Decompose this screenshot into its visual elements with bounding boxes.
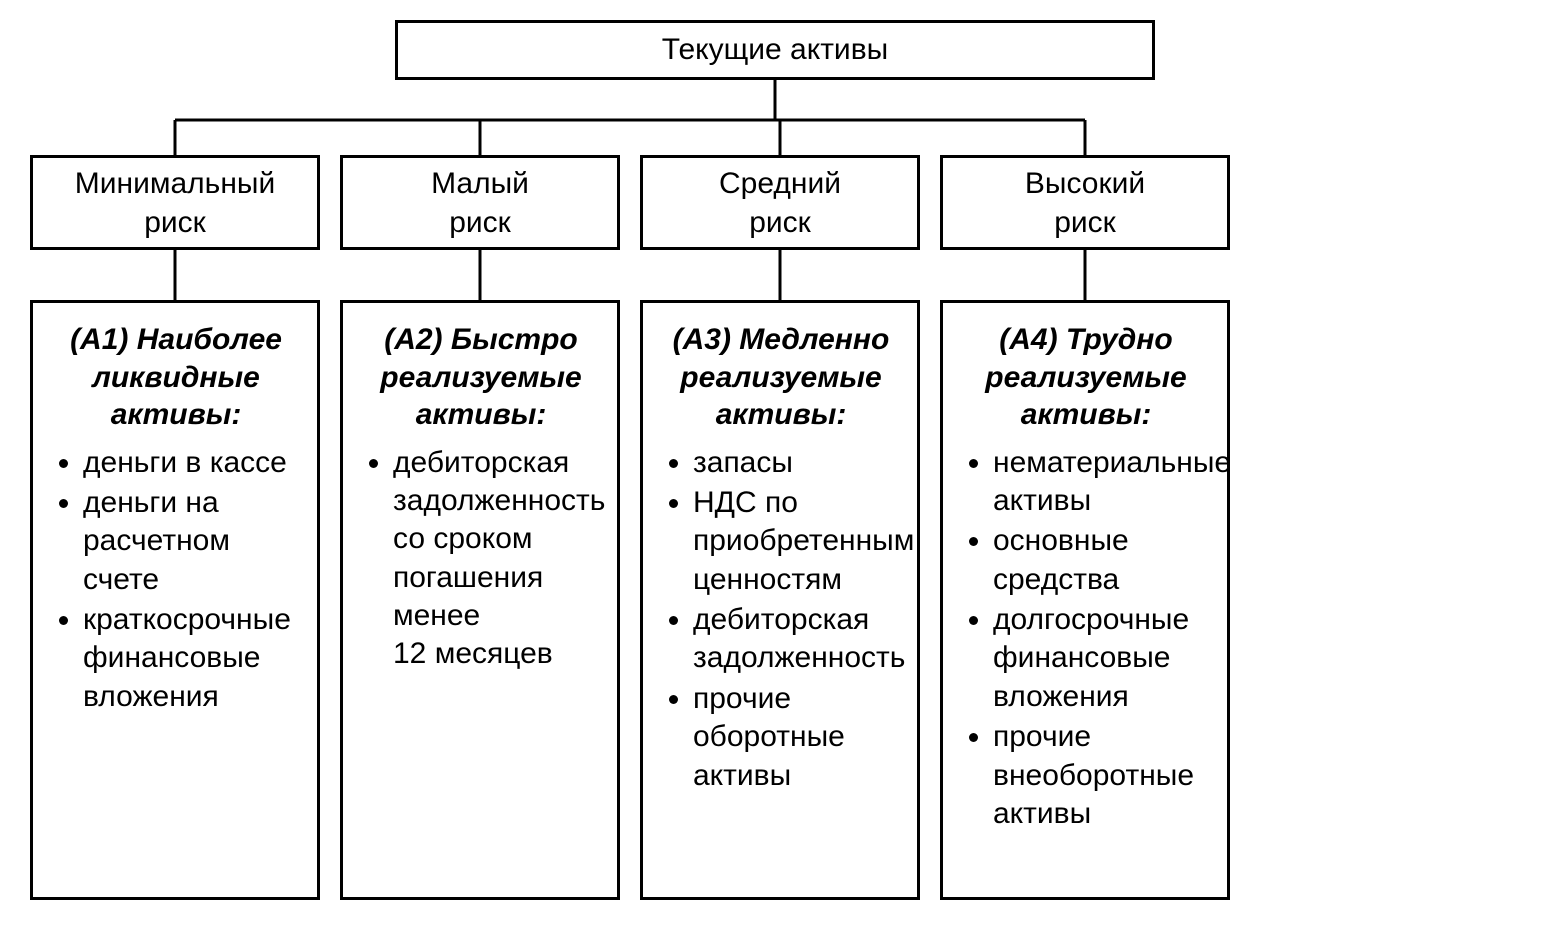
detail-node-high: (А4) Трудно реализуемые активы:нематериа… — [940, 300, 1230, 900]
risk-label-line1: Минимальный — [75, 164, 275, 203]
detail-item: дебиторская задолженность — [693, 601, 897, 678]
detail-node-low: (А2) Быстро реализуемые активы:дебиторск… — [340, 300, 620, 900]
detail-item: краткосрочные финансовые вложения — [83, 601, 297, 716]
risk-label-line1: Средний — [719, 164, 841, 203]
risk-label-line1: Высокий — [1025, 164, 1145, 203]
risk-label-line2: риск — [75, 203, 275, 242]
root-label: Текущие активы — [662, 32, 888, 68]
detail-heading: (А1) Наиболее ликвидные активы: — [55, 321, 297, 434]
risk-label: Высокийриск — [1025, 164, 1145, 242]
detail-item: прочие оборотные активы — [693, 680, 897, 795]
detail-list: дебиторская задолженность со сроком пога… — [365, 444, 597, 674]
detail-item: деньги в кассе — [83, 444, 297, 482]
risk-label: Минимальныйриск — [75, 164, 275, 242]
detail-item: деньги на расчетном счете — [83, 484, 297, 599]
risk-label-line1: Малый — [431, 164, 529, 203]
detail-item: запасы — [693, 444, 897, 482]
detail-list: деньги в касседеньги на расчетном счетек… — [55, 444, 297, 717]
detail-item: основные средства — [993, 522, 1207, 599]
detail-item: дебиторская задолженность со сроком пога… — [393, 444, 597, 674]
detail-item: нематериальные активы — [993, 444, 1207, 521]
detail-list: запасыНДС по приобретенным ценностямдеби… — [665, 444, 897, 796]
root-node: Текущие активы — [395, 20, 1155, 80]
detail-list: нематериальные активыосновные средствадо… — [965, 444, 1207, 834]
risk-label-line2: риск — [1025, 203, 1145, 242]
detail-item: долгосрочные финансовые вложения — [993, 601, 1207, 716]
risk-node-high: Высокийриск — [940, 155, 1230, 250]
detail-heading: (А3) Медленно реализуемые активы: — [665, 321, 897, 434]
detail-item: НДС по приобретенным ценностям — [693, 484, 897, 599]
risk-node-low: Малыйриск — [340, 155, 620, 250]
detail-item: прочие внеоборотные активы — [993, 718, 1207, 833]
detail-node-min: (А1) Наиболее ликвидные активы:деньги в … — [30, 300, 320, 900]
risk-node-mid: Среднийриск — [640, 155, 920, 250]
detail-heading: (А4) Трудно реализуемые активы: — [965, 321, 1207, 434]
risk-label-line2: риск — [431, 203, 529, 242]
detail-node-mid: (А3) Медленно реализуемые активы:запасыН… — [640, 300, 920, 900]
risk-node-min: Минимальныйриск — [30, 155, 320, 250]
detail-heading: (А2) Быстро реализуемые активы: — [365, 321, 597, 434]
risk-label: Малыйриск — [431, 164, 529, 242]
diagram-canvas: Текущие активыМинимальныйриск(А1) Наибол… — [20, 20, 1531, 919]
risk-label-line2: риск — [719, 203, 841, 242]
risk-label: Среднийриск — [719, 164, 841, 242]
